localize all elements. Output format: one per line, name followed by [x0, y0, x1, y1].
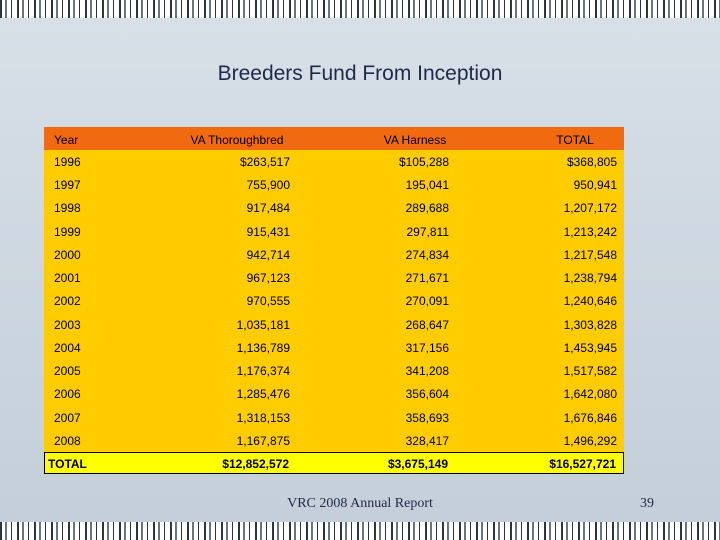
- table-cell: 1,285,476: [236, 387, 290, 402]
- table-cell: 356,604: [405, 387, 449, 402]
- total-cell: TOTAL: [48, 457, 87, 471]
- table-cell: 274,834: [405, 247, 449, 262]
- table-cell: 950,941: [573, 178, 617, 193]
- table-cell: 289,688: [405, 201, 449, 216]
- table-cell: 1,213,242: [563, 224, 617, 239]
- table-cell: 1,136,789: [236, 340, 290, 355]
- total-cell: $16,527,721: [549, 457, 616, 471]
- header-cell: Year: [54, 133, 79, 147]
- table-cell: 1,167,875: [236, 433, 290, 448]
- table-cell: 942,714: [246, 247, 290, 262]
- table-cell: 2008: [54, 433, 81, 448]
- table-cell: 2003: [54, 317, 81, 332]
- table-cell: 755,900: [246, 178, 290, 193]
- header-cell: VA Harness: [383, 133, 447, 147]
- table-row: 1998 917,484 289,688 1,207,172: [44, 196, 624, 219]
- table-cell: 1,453,945: [563, 340, 617, 355]
- table-cell: 2005: [54, 364, 81, 379]
- table-cell: 195,041: [405, 178, 449, 193]
- table-cell: 2007: [54, 410, 81, 425]
- table-cell: $263,517: [239, 155, 290, 169]
- table-row: 1996 $263,517 $105,288 $368,805: [44, 150, 624, 173]
- footer: VRC 2008 Annual Report: [287, 496, 433, 511]
- page-number: 39: [640, 496, 654, 511]
- table-cell: 915,431: [246, 224, 290, 239]
- table-body: 1996 $263,517 $105,288 $368,805 1997 755,900 1…: [44, 150, 624, 452]
- table-cell: 341,208: [405, 364, 449, 379]
- table-cell: 1,318,153: [236, 410, 290, 425]
- table-cell: 2002: [54, 294, 81, 309]
- table-cell: 1,217,548: [563, 247, 617, 262]
- table-row: 2001 967,123 271,671 1,238,794: [44, 266, 624, 289]
- table-cell: 1,176,374: [236, 364, 290, 379]
- table-row: 2004 1,136,789 317,156 1,453,945: [44, 336, 624, 359]
- table-cell: 2006: [54, 387, 81, 402]
- decor-strip: [0, 522, 720, 540]
- table-cell: 2000: [54, 247, 81, 262]
- table-cell: 1,035,181: [236, 317, 290, 332]
- table-cell: 297,811: [406, 224, 450, 239]
- table-cell: 1,238,794: [563, 271, 617, 286]
- table-cell: 358,693: [405, 410, 449, 425]
- table-cell: 1,240,646: [563, 294, 617, 309]
- table-cell: 270,091: [405, 294, 449, 309]
- table-row: 1999 915,431 297,811 1,213,242: [44, 220, 624, 243]
- decor-strip: [0, 0, 720, 18]
- table-cell: 1,517,582: [563, 364, 617, 379]
- header-cell: VA Thoroughbred: [190, 133, 284, 147]
- table-cell: 970,555: [246, 294, 290, 309]
- slide-title: Breeders Fund From Inception: [217, 62, 503, 85]
- table-cell: 1996: [54, 155, 81, 169]
- table-row: 2003 1,035,181 268,647 1,303,828: [44, 313, 624, 336]
- table-cell: 917,484: [246, 201, 290, 216]
- table-cell: 967,123: [246, 271, 290, 286]
- table-cell: 1,676,846: [563, 410, 617, 425]
- table-row: 2008 1,167,875 328,417 1,496,292: [44, 429, 624, 452]
- table-row: 2006 1,285,476 356,604 1,642,080: [44, 382, 624, 405]
- table-cell: 1,207,172: [563, 201, 617, 216]
- header-row: Year VA Thoroughbred VA Harness TOTAL: [44, 127, 624, 150]
- table-cell: 1998: [54, 201, 81, 216]
- table-row: 2007 1,318,153 358,693 1,676,846: [44, 406, 624, 429]
- table-cell: $105,288: [398, 155, 449, 169]
- table-cell: 1,303,828: [563, 317, 617, 332]
- table-cell: 2001: [54, 271, 81, 286]
- total-row: TOTAL $12,852,572 $3,675,149 $16,527,721: [44, 452, 624, 474]
- table-cell: 1,642,080: [563, 387, 617, 402]
- table-row: 1997 755,900 195,041 950,941: [44, 173, 624, 196]
- table-cell: 317,156: [405, 340, 449, 355]
- header-cell: TOTAL: [556, 133, 594, 147]
- table-cell: 1997: [54, 178, 81, 193]
- table-cell: 268,647: [405, 317, 449, 332]
- table-row: 2000 942,714 274,834 1,217,548: [44, 243, 624, 266]
- table-cell: 1,496,292: [563, 433, 617, 448]
- total-cell: $3,675,149: [387, 457, 448, 471]
- table-cell: $368,805: [566, 155, 617, 169]
- total-cell: $12,852,572: [222, 457, 289, 471]
- table-cell: 328,417: [405, 433, 449, 448]
- table-cell: 2004: [54, 340, 81, 355]
- table-row: 2002 970,555 270,091 1,240,646: [44, 289, 624, 312]
- table-cell: 271,671: [405, 271, 449, 286]
- table-row: 2005 1,176,374 341,208 1,517,582: [44, 359, 624, 382]
- table-cell: 1999: [54, 224, 81, 239]
